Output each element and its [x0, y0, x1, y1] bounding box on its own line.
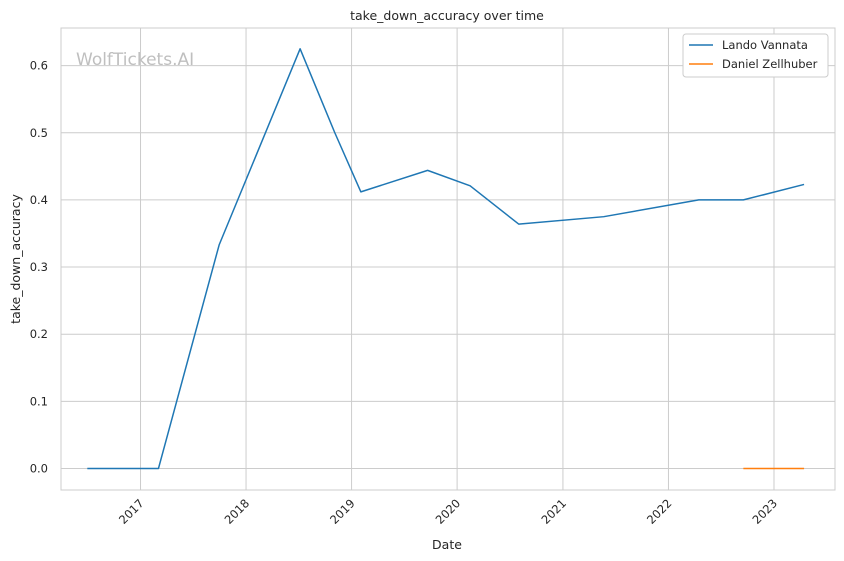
- y-tick-label: 0.3: [30, 260, 48, 274]
- x-axis-title: Date: [432, 537, 462, 552]
- plot-frame: [60, 27, 836, 491]
- chart-title: take_down_accuracy over time: [350, 8, 544, 23]
- x-tick-label: 2020: [433, 496, 464, 527]
- series-lines: [87, 48, 805, 470]
- legend-label-zellhuber: Daniel Zellhuber: [722, 57, 818, 71]
- x-tick-label: 2017: [116, 496, 147, 527]
- x-tick-label: 2018: [222, 496, 253, 527]
- grid: [61, 28, 835, 490]
- y-tick-label: 0.2: [30, 327, 48, 341]
- tick-labels: 2017 2018 2019 2020 2021 2022 2023 0.0 0.1 0.2 0.3…: [30, 59, 780, 527]
- x-tick-label: 2022: [644, 496, 675, 527]
- legend: Lando Vannata Daniel Zellhuber: [682, 33, 829, 78]
- x-tick-label: 2021: [538, 496, 569, 527]
- y-tick-label: 0.6: [30, 59, 48, 73]
- legend-box: [682, 33, 829, 78]
- y-tick-label: 0.4: [30, 193, 48, 207]
- y-tick-label: 0.5: [30, 126, 48, 140]
- legend-label-lando: Lando Vannata: [722, 38, 808, 52]
- x-tick-label: 2023: [750, 496, 781, 527]
- y-tick-label: 0.0: [30, 462, 48, 476]
- y-axis-title: take_down_accuracy: [8, 194, 23, 324]
- series-line-0: [87, 48, 805, 470]
- watermark: WolfTickets.AI: [76, 50, 194, 70]
- x-tick-label: 2019: [327, 496, 358, 527]
- y-tick-label: 0.1: [30, 394, 48, 408]
